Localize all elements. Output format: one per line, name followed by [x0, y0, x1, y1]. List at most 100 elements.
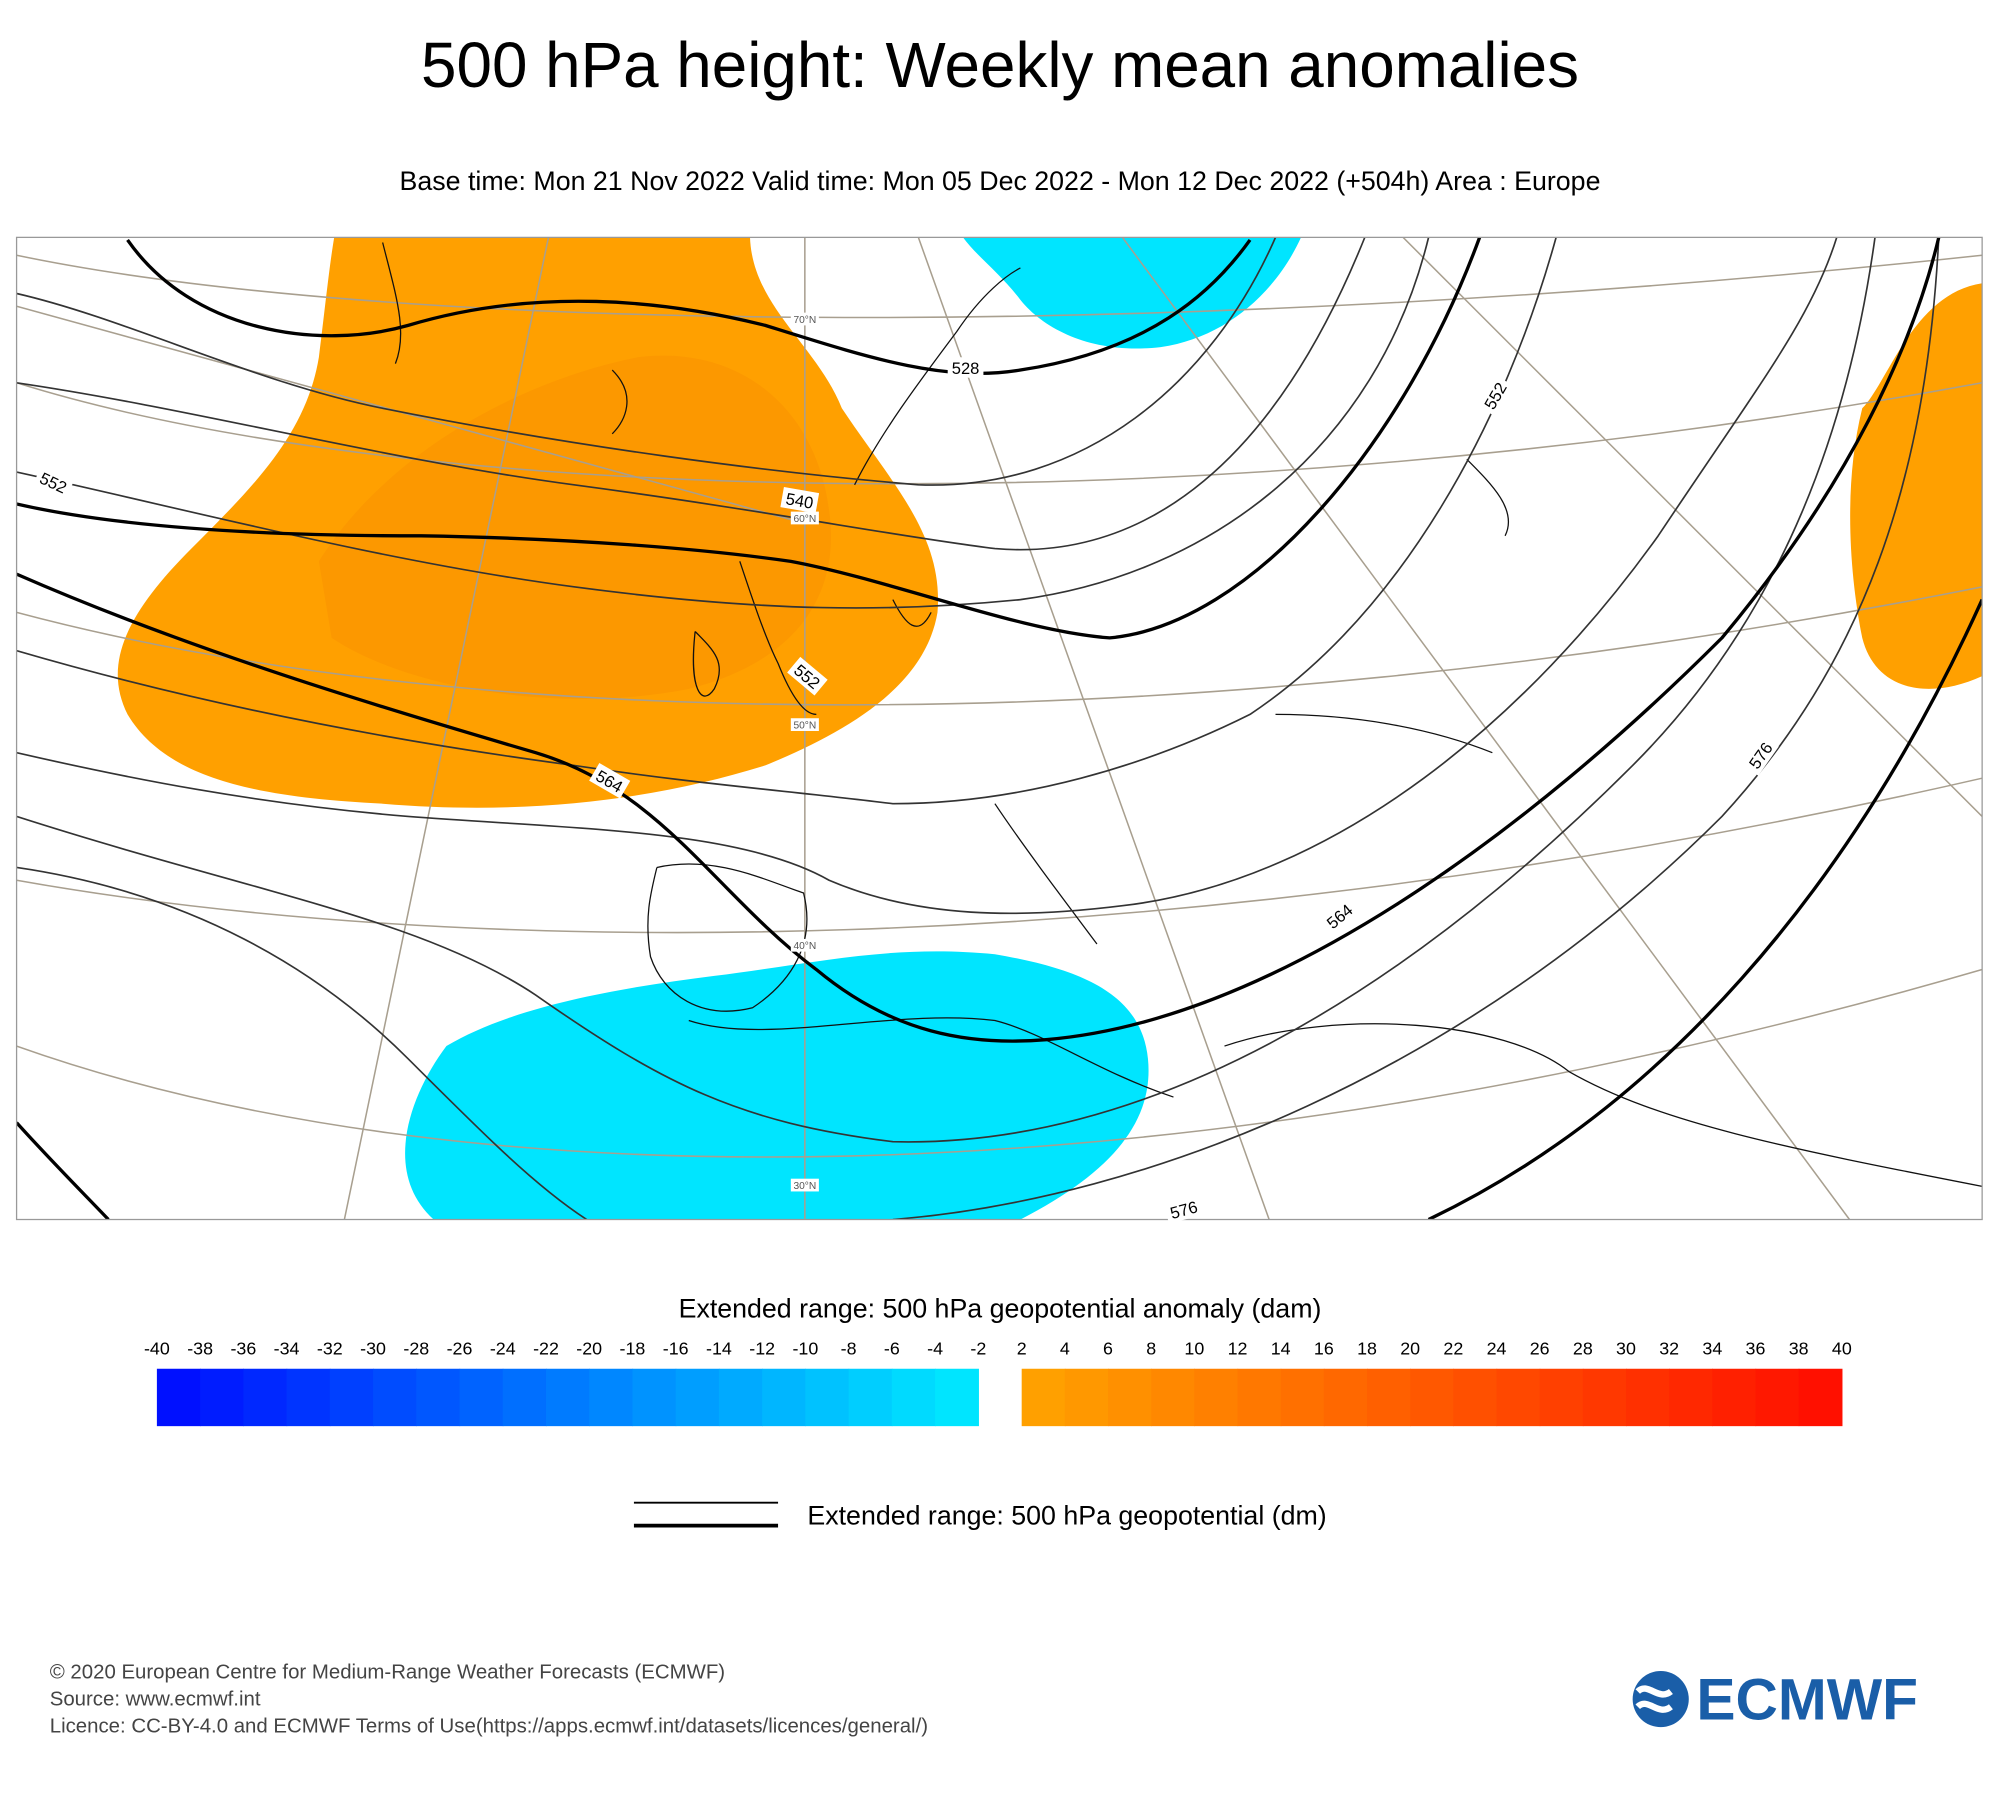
colorbar-box — [1021, 1368, 1066, 1427]
colorbar-tick-label: -6 — [884, 1339, 900, 1359]
colorbar-box — [416, 1368, 461, 1427]
colorbar-box — [1064, 1368, 1109, 1427]
colorbar-box — [632, 1368, 677, 1427]
title: 500 hPa height: Weekly mean anomalies — [421, 29, 1579, 101]
positive-anomaly — [1850, 283, 1983, 689]
colorbar-tick-label: -18 — [620, 1339, 646, 1359]
colorbar-box — [243, 1368, 288, 1427]
logo-text: ECMWF — [1696, 1668, 1918, 1733]
latitude-label-bg — [790, 938, 819, 952]
colorbar-tick-label: 2 — [1017, 1339, 1027, 1359]
colorbar-box — [891, 1368, 936, 1427]
latitude-line — [16, 968, 1983, 1158]
latitude-label: 50°N — [793, 720, 816, 731]
colorbar-box — [200, 1368, 244, 1427]
contour-label-bg — [33, 465, 75, 500]
colorbar-box — [805, 1368, 850, 1427]
contour-label-bg — [947, 357, 984, 378]
contour-label-bg — [1163, 1194, 1204, 1224]
contour-label-bg — [780, 486, 820, 514]
colorbar-tick-label: 14 — [1271, 1339, 1291, 1359]
colorbar-tick-label: 6 — [1103, 1339, 1113, 1359]
colorbar-tick-label: -28 — [403, 1339, 429, 1359]
meridian — [343, 237, 550, 1220]
colorbar-box — [1453, 1368, 1498, 1427]
colorbar-tick-label: -4 — [927, 1339, 943, 1359]
colorbar-tick-label: -36 — [230, 1339, 256, 1359]
colorbar-tick-label: -40 — [144, 1339, 170, 1359]
latitude-label-bg — [790, 511, 819, 525]
latitude-label: 30°N — [793, 1181, 816, 1192]
colorbar-box — [1755, 1368, 1800, 1427]
colorbar-tick-label: 10 — [1184, 1339, 1204, 1359]
colorbar-box — [1496, 1368, 1541, 1427]
colorbar-box — [1669, 1368, 1713, 1427]
latitude-line — [16, 382, 1983, 485]
colorbar-tick-label: -30 — [360, 1339, 386, 1359]
colorbar-box — [718, 1368, 763, 1427]
contour-label-bg — [1741, 734, 1779, 776]
colorbar-box — [1237, 1368, 1282, 1427]
contour — [16, 237, 1482, 640]
contour-label-bg — [1319, 896, 1360, 936]
colorbar-box — [156, 1368, 201, 1427]
colorbar-box — [1151, 1368, 1195, 1427]
colorbar-tick-label: 12 — [1228, 1339, 1248, 1359]
logo-symbol — [1632, 1671, 1689, 1728]
latitude-label: 60°N — [793, 514, 816, 525]
meridian — [917, 237, 1270, 1220]
colorbar-tick-label: -8 — [841, 1339, 857, 1359]
colorbar-box — [1712, 1368, 1757, 1427]
colorbar-tick-label: 32 — [1659, 1339, 1679, 1359]
coastline — [854, 267, 1021, 627]
footer-line: Source: www.ecmwf.int — [50, 1688, 261, 1710]
colorbar-tick-label: 40 — [1832, 1339, 1852, 1359]
colorbar-box — [1280, 1368, 1325, 1427]
colorbar-box — [762, 1368, 807, 1427]
colorbar-tick-label: 34 — [1702, 1339, 1722, 1359]
logo: ECMWF — [1632, 1668, 1918, 1733]
colorbar-tick-label: 36 — [1746, 1339, 1766, 1359]
colorbar-tick-label: 8 — [1146, 1339, 1156, 1359]
colorbar-box — [589, 1368, 634, 1427]
colorbar-box — [1108, 1368, 1152, 1427]
contour — [1427, 598, 1983, 1220]
colorbar-box — [286, 1368, 331, 1427]
coastline — [647, 863, 808, 1012]
colorbar-tick-label: 4 — [1060, 1339, 1070, 1359]
map — [16, 237, 1983, 1220]
coastline — [382, 242, 628, 435]
contour-label-group: 540 — [780, 486, 820, 514]
colorbar-box — [848, 1368, 893, 1427]
colorbar-tick-label: -26 — [447, 1339, 473, 1359]
colorbar-box — [1626, 1368, 1670, 1427]
colorbar-box — [545, 1368, 590, 1427]
colorbar-box — [935, 1368, 979, 1427]
latitude-line — [16, 777, 1983, 934]
map-frame — [15, 236, 1983, 1221]
contour — [16, 237, 1876, 1143]
colorbar-tick-label: -24 — [490, 1339, 516, 1359]
contour-label: 528 — [952, 359, 980, 378]
colorbar-tick-label: 24 — [1487, 1339, 1507, 1359]
contour-label: 540 — [784, 489, 815, 513]
colorbar-tick-label: -32 — [317, 1339, 343, 1359]
colorbar-box — [1798, 1368, 1843, 1427]
latitude-label-bg — [790, 1178, 819, 1192]
contour — [16, 237, 1838, 915]
subtitle: Base time: Mon 21 Nov 2022 Valid time: M… — [400, 166, 1601, 196]
colorbar-tick-label: -2 — [970, 1339, 986, 1359]
colorbar-box — [502, 1368, 547, 1427]
negative-anomaly — [963, 237, 1302, 349]
colorbar-box — [1194, 1368, 1239, 1427]
colorbar-tick-label: 16 — [1314, 1339, 1334, 1359]
colorbar-tick-label: 30 — [1616, 1339, 1636, 1359]
colorbar-tick-label: -20 — [576, 1339, 602, 1359]
colorbar-box — [1539, 1368, 1584, 1427]
meridian — [16, 305, 804, 524]
contour — [16, 866, 588, 1220]
colorbar-tick-label: -34 — [274, 1339, 300, 1359]
latitude-line — [16, 254, 1983, 319]
latitude-label-bg — [790, 718, 819, 731]
